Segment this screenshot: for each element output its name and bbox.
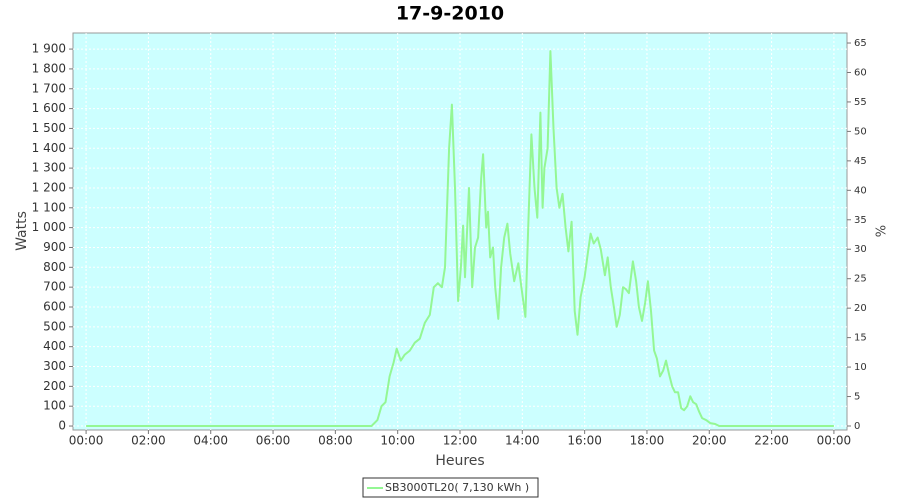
y2-tick-label: 55 <box>854 97 867 108</box>
y2-tick-label: 40 <box>854 185 867 196</box>
y-tick-label: 300 <box>43 359 66 373</box>
data-line <box>86 50 834 427</box>
x-tick-label: 20:00 <box>692 434 727 448</box>
legend-label: SB3000TL20( 7,130 kWh ) <box>385 481 529 494</box>
x-tick-label: 22:00 <box>754 434 789 448</box>
y-tick-label: 500 <box>43 319 66 333</box>
x-tick-label: 00:00 <box>69 434 104 448</box>
x-tick-label: 04:00 <box>193 434 228 448</box>
x-tick-label: 00:00 <box>817 434 852 448</box>
y2-tick-label: 20 <box>854 303 867 314</box>
y-tick-label: 100 <box>43 399 66 413</box>
y2-tick-label: 35 <box>854 215 867 226</box>
y2-tick-label: 45 <box>854 156 867 167</box>
x-tick-label: 02:00 <box>131 434 166 448</box>
x-tick-label: 12:00 <box>443 434 478 448</box>
y-tick-label: 1 000 <box>32 220 66 234</box>
y-tick-label: 1 500 <box>32 121 66 135</box>
y2-tick-label: 50 <box>854 126 867 137</box>
y-tick-label: 1 400 <box>32 141 66 155</box>
x-tick-label: 14:00 <box>505 434 540 448</box>
x-tick-label: 18:00 <box>630 434 665 448</box>
y-tick-label: 1 300 <box>32 161 66 175</box>
y2-tick-label: 15 <box>854 333 867 344</box>
y-tick-label: 1 600 <box>32 101 66 115</box>
y-tick-label: 400 <box>43 339 66 353</box>
legend <box>362 477 539 498</box>
x-tick-label: 10:00 <box>380 434 415 448</box>
y-tick-label: 1 900 <box>32 42 66 56</box>
x-tick-label: 16:00 <box>567 434 602 448</box>
y2-tick-label: 30 <box>854 244 867 255</box>
y-tick-label: 1 700 <box>32 81 66 95</box>
y2-tick-label: 60 <box>854 67 867 78</box>
y2-tick-label: 0 <box>854 421 860 432</box>
y-tick-label: 1 100 <box>32 200 66 214</box>
y2-tick-label: 5 <box>854 392 860 403</box>
y2-axis-label: % <box>875 225 890 237</box>
y-tick-label: 800 <box>43 260 66 274</box>
y2-tick-label: 25 <box>854 274 867 285</box>
y-tick-label: 700 <box>43 280 66 294</box>
y2-tick-label: 10 <box>854 362 867 373</box>
y-tick-label: 900 <box>43 240 66 254</box>
y-tick-label: 1 800 <box>32 61 66 75</box>
y2-tick-label: 65 <box>854 38 867 49</box>
y-tick-label: 0 <box>58 419 66 433</box>
plot-area <box>72 32 848 431</box>
y-axis-label: Watts <box>14 211 30 251</box>
y-tick-label: 600 <box>43 299 66 313</box>
y-tick-label: 200 <box>43 379 66 393</box>
x-tick-label: 06:00 <box>256 434 291 448</box>
x-tick-label: 08:00 <box>318 434 353 448</box>
x-axis-label: Heures <box>435 453 484 469</box>
chart-title: 17-9-2010 <box>396 3 504 25</box>
y-tick-label: 1 200 <box>32 180 66 194</box>
